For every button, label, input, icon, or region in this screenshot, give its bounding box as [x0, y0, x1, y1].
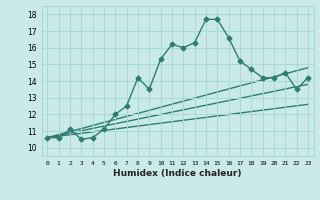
X-axis label: Humidex (Indice chaleur): Humidex (Indice chaleur)	[113, 169, 242, 178]
